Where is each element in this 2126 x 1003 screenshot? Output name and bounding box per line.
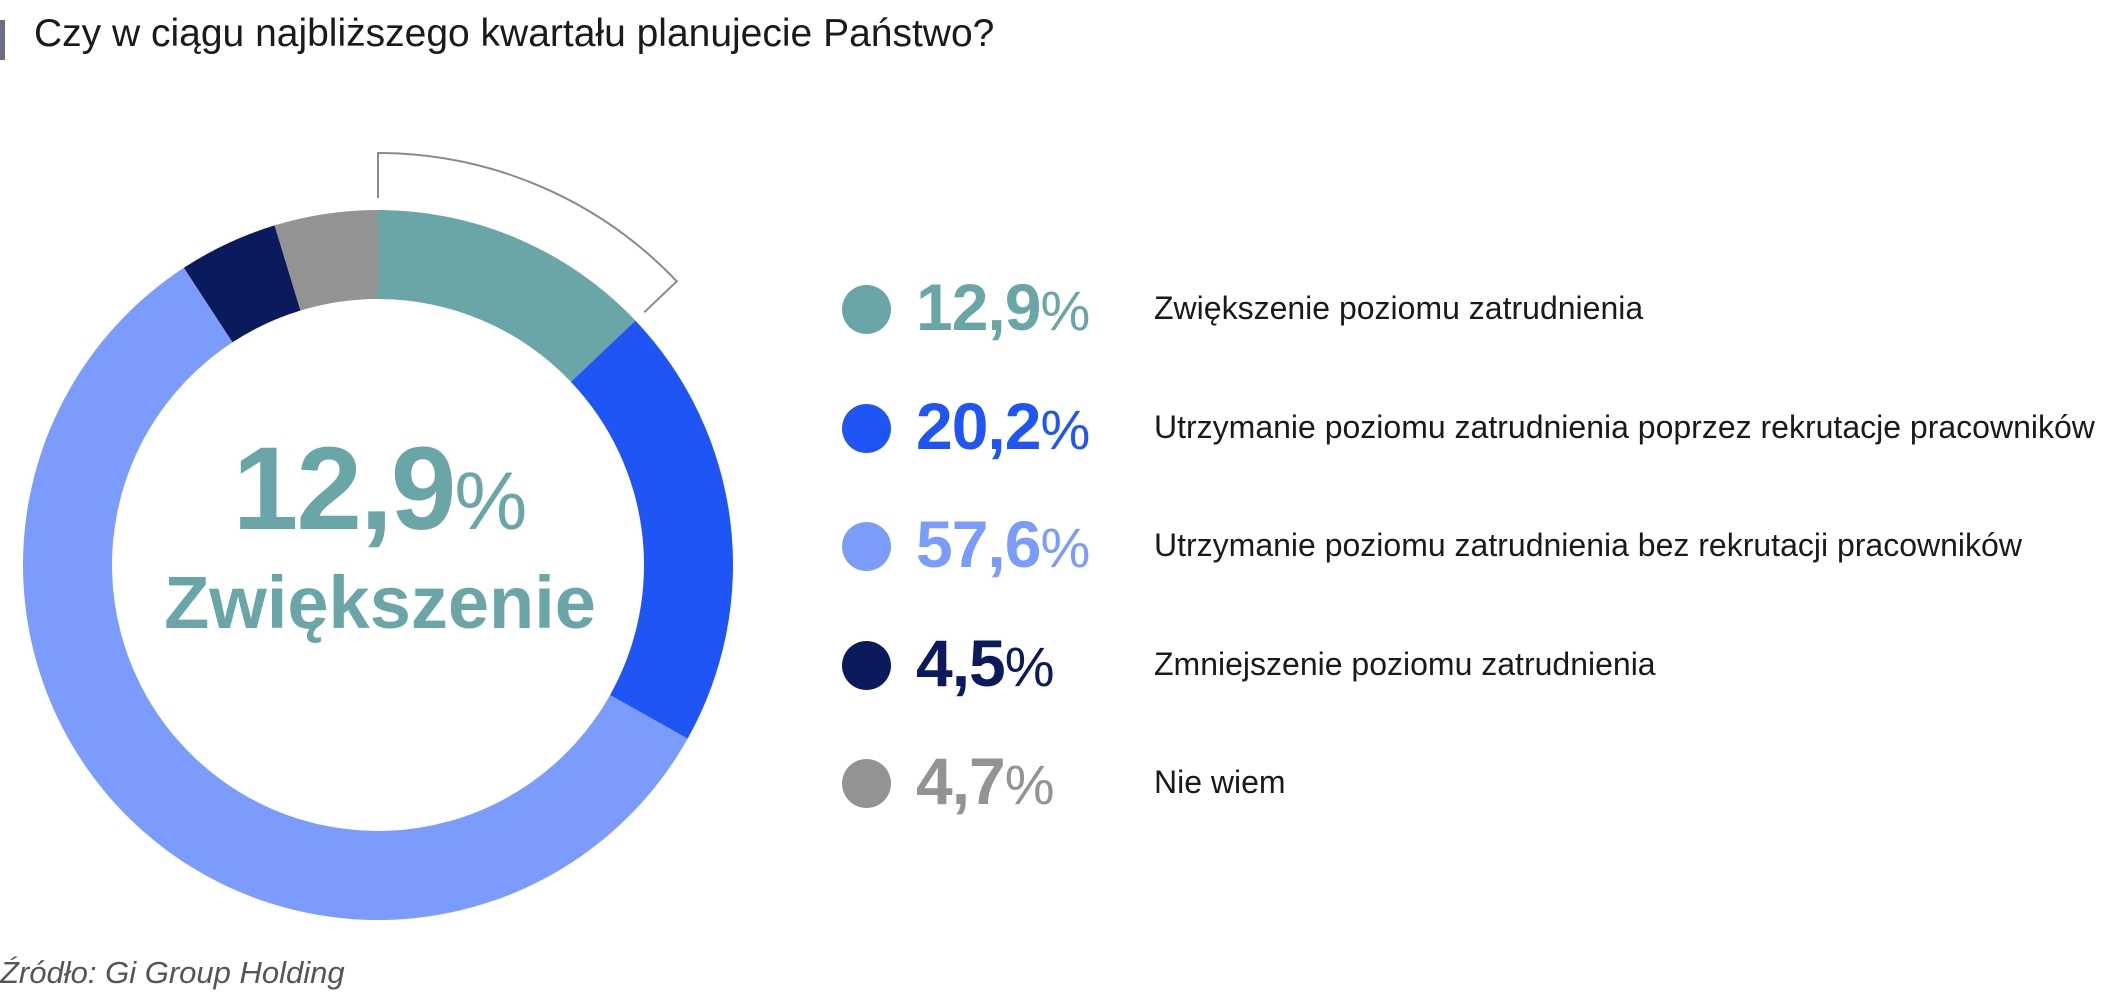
legend-label: Nie wiem: [1154, 764, 1286, 800]
legend-percent-sign: %: [1004, 634, 1055, 698]
legend-item: 20,2% Utrzymanie poziomu zatrudnienia pop…: [842, 387, 2122, 506]
legend-value-number: 4,5: [916, 625, 1006, 700]
center-label: Zwiększenie: [164, 561, 596, 644]
legend: 12,9% Zwiększenie poziomu zatrudnienia 20,…: [842, 268, 2122, 861]
legend-percent-sign: %: [1040, 516, 1091, 579]
legend-item: 57,6% Utrzymanie poziomu zatrudnienia bez…: [842, 505, 2122, 624]
legend-label: Utrzymanie poziomu zatrudnienia bez rekr…: [1154, 527, 2022, 563]
donut-slice-4: [183, 225, 301, 343]
legend-item: 12,9% Zwiększenie poziomu zatrudnienia: [842, 268, 2122, 387]
legend-label: Zwiększenie poziomu zatrudnienia: [1154, 290, 1644, 326]
donut-slice-5: [274, 210, 378, 311]
legend-value-number: 20,2: [916, 388, 1041, 463]
legend-label: Zmniejszenie poziomu zatrudnienia: [1154, 645, 1656, 682]
legend-item: 4,5% Zmniejszenie poziomu zatrudnienia: [842, 624, 2122, 743]
legend-value: 57,6%: [916, 505, 1090, 584]
title-accent-bar: [0, 20, 5, 60]
center-percent-sign: %: [454, 456, 528, 547]
legend-value-number: 4,7: [916, 744, 1006, 818]
legend-swatch: [842, 522, 891, 571]
legend-swatch: [842, 285, 891, 334]
legend-swatch: [842, 759, 891, 808]
legend-value: 4,7%: [916, 742, 1055, 821]
legend-value-number: 57,6: [916, 507, 1041, 581]
legend-percent-sign: %: [1040, 397, 1091, 461]
highlight-bracket: [377, 151, 679, 314]
donut-slice-3: [23, 267, 688, 920]
legend-value: 4,5%: [916, 624, 1055, 703]
legend-label: Utrzymanie poziomu zatrudnienia poprzez …: [1154, 408, 2095, 445]
donut-slice-2: [570, 320, 733, 739]
legend-item: 4,7% Nie wiem: [842, 742, 2122, 861]
legend-percent-sign: %: [1040, 279, 1091, 342]
center-value: 12,9%: [120, 430, 640, 548]
source-note: Źródło: Gi Group Holding: [0, 955, 345, 990]
legend-value: 20,2%: [916, 387, 1090, 466]
legend-value-number: 12,9: [916, 270, 1041, 344]
legend-value: 12,9%: [916, 268, 1090, 347]
donut-chart: [23, 151, 733, 920]
legend-percent-sign: %: [1004, 753, 1055, 816]
legend-swatch: [842, 403, 891, 453]
legend-swatch: [842, 640, 891, 690]
chart-title: Czy w ciągu najbliższego kwartału planuj…: [34, 12, 995, 55]
donut-slice-1: [378, 210, 636, 382]
center-value-number: 12,9: [232, 423, 457, 555]
